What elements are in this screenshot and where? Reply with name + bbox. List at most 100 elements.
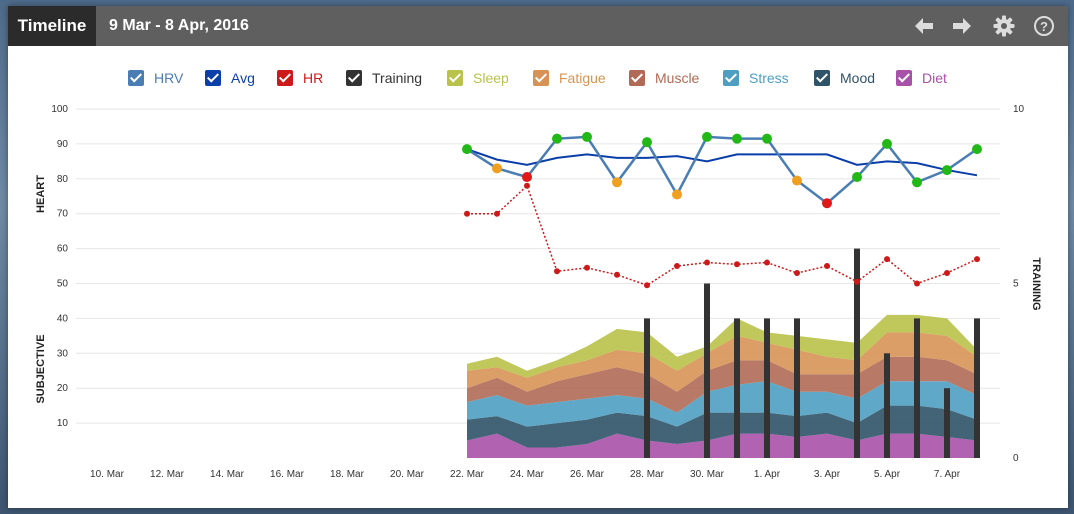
hrv-point (882, 138, 892, 149)
hr-line (467, 184, 978, 287)
area-muscle (467, 356, 977, 413)
legend-label: Training (372, 70, 423, 86)
y-right-tick-label: 0 (1013, 453, 1019, 464)
y-right-tick-label: 5 (1013, 279, 1019, 290)
y-left-tick-label: 100 (51, 104, 68, 115)
y-axis-label-training: TRAINING (1030, 257, 1042, 310)
legend-item-hrv[interactable]: HRV (128, 68, 183, 88)
training-bar (734, 318, 740, 458)
x-tick-label: 12. Mar (150, 469, 185, 480)
training-bar (644, 318, 650, 458)
hr-point (824, 263, 830, 270)
hrv-point (522, 172, 532, 183)
legend-item-diet[interactable]: Diet (896, 68, 947, 88)
gear-icon[interactable] (992, 14, 1016, 38)
hrv-point (942, 165, 952, 176)
hrv-point (702, 131, 712, 142)
hrv-point (852, 172, 862, 183)
forward-arrow-icon[interactable] (950, 14, 974, 38)
hr-point (734, 261, 740, 268)
legend-item-avg[interactable]: Avg (205, 68, 255, 88)
hr-point (494, 210, 500, 217)
hrv-point (492, 163, 502, 174)
timeline-chart: 10 20 30 40 50 60 70 80 90 100 0 5 10 10. Mar 12. Mar 1… (35, 104, 1042, 480)
y-axis-label-heart: HEART (35, 175, 47, 213)
hr-point (614, 271, 620, 278)
y-left-tick-label: 70 (57, 209, 69, 220)
legend-label: HRV (154, 70, 184, 86)
back-arrow-icon[interactable] (912, 14, 936, 38)
hrv-point (732, 133, 742, 144)
legend-label: Muscle (655, 70, 700, 86)
checkbox-checked-icon (814, 70, 830, 86)
training-bar (794, 318, 800, 458)
x-tick-label: 18. Mar (330, 469, 365, 480)
hr-point (524, 182, 530, 189)
hr-point (554, 268, 560, 275)
y-left-tick-label: 10 (57, 418, 69, 429)
y-left-tick-label: 50 (57, 279, 69, 290)
hrv-point (912, 177, 922, 188)
checkbox-checked-icon (723, 70, 739, 86)
y-left-tick-label: 90 (57, 139, 69, 150)
legend-item-hr[interactable]: HR (277, 68, 323, 88)
date-range-label: 9 Mar - 8 Apr, 2016 (109, 17, 249, 34)
area-diet (467, 433, 977, 458)
x-tick-label: 24. Mar (510, 469, 545, 480)
hr-point (914, 280, 920, 287)
checkbox-checked-icon (128, 70, 144, 86)
legend-label: Avg (231, 70, 255, 86)
y-left-tick-label: 40 (57, 313, 69, 324)
hrv-point (672, 189, 682, 200)
training-bar (764, 318, 770, 458)
hr-point (704, 259, 710, 266)
hrv-point (552, 133, 562, 144)
checkbox-checked-icon (629, 70, 645, 86)
avg-line (466, 148, 978, 177)
legend-label: Mood (840, 70, 876, 86)
x-tick-label: 22. Mar (450, 469, 485, 480)
legend-item-sleep[interactable]: Sleep (447, 68, 509, 88)
x-tick-label: 14. Mar (210, 469, 245, 480)
checkbox-checked-icon (277, 70, 293, 86)
legend-item-fatigue[interactable]: Fatigue (533, 68, 606, 88)
legend-item-muscle[interactable]: Muscle (629, 68, 699, 88)
x-tick-label: 1. Apr (754, 469, 781, 480)
x-tick-label: 26. Mar (570, 469, 605, 480)
training-bar (914, 318, 920, 458)
hr-point (584, 264, 590, 271)
hr-point (944, 270, 950, 277)
x-tick-label: 30. Mar (690, 469, 725, 480)
x-tick-label: 7. Apr (934, 469, 961, 480)
hr-point (674, 263, 680, 270)
checkbox-checked-icon (896, 70, 912, 86)
hr-point (464, 210, 470, 217)
y-right-tick-label: 10 (1013, 104, 1025, 115)
x-tick-label: 3. Apr (814, 469, 841, 480)
y-axis-label-subjective: SUBJECTIVE (35, 334, 47, 403)
training-bar (974, 318, 980, 458)
timeline-panel: Timeline 9 Mar - 8 Apr, 2016 (8, 6, 1068, 508)
x-tick-label: 20. Mar (390, 469, 425, 480)
hr-point (974, 256, 980, 263)
hrv-point (972, 144, 982, 155)
y-left-tick-label: 80 (57, 174, 69, 185)
legend-item-stress[interactable]: Stress (723, 68, 789, 88)
help-icon[interactable]: ? (1032, 14, 1056, 38)
training-bar (884, 353, 890, 458)
legend-item-training[interactable]: Training (346, 68, 422, 88)
y-left-tick-label: 30 (57, 348, 69, 359)
legend-item-mood[interactable]: Mood (814, 68, 875, 88)
hrv-line (466, 135, 978, 205)
checkbox-checked-icon (447, 70, 463, 86)
hrv-point (612, 177, 622, 188)
hrv-point (642, 137, 652, 148)
page-title: Timeline (8, 6, 96, 46)
x-tick-label: 5. Apr (874, 469, 901, 480)
x-tick-label: 28. Mar (630, 469, 665, 480)
training-bar (704, 283, 710, 458)
legend-label: Stress (749, 70, 789, 86)
hr-point (764, 259, 770, 266)
hrv-point (822, 198, 832, 209)
hr-point (854, 278, 860, 285)
